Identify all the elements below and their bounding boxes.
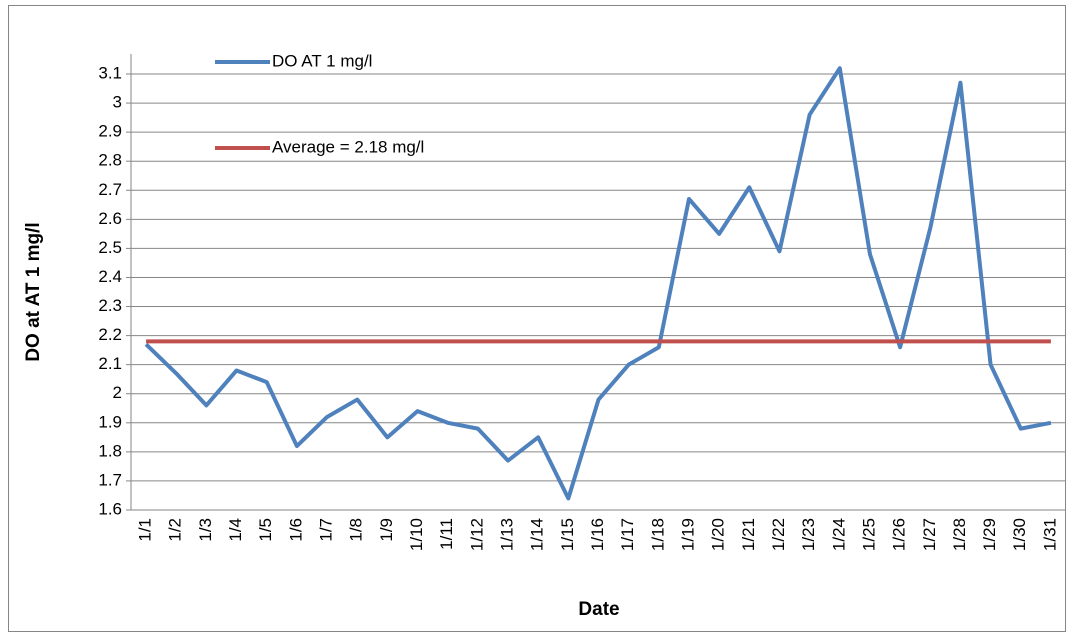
x-tick-label: 1/29 — [980, 518, 999, 551]
y-tick-label: 2.8 — [98, 151, 122, 170]
x-tick-label: 1/10 — [407, 518, 426, 551]
x-axis-title: Date — [578, 599, 619, 620]
y-tick-label: 3 — [113, 93, 122, 112]
x-tick-label: 1/23 — [799, 518, 818, 551]
y-tick-label: 3.1 — [98, 63, 122, 82]
y-tick-label: 1.7 — [98, 470, 122, 489]
x-tick-label: 1/30 — [1010, 518, 1029, 551]
x-tick-label: 1/14 — [528, 518, 547, 551]
y-tick-label: 1.8 — [98, 441, 122, 460]
y-tick-label: 2.1 — [98, 354, 122, 373]
x-tick-label: 1/8 — [347, 518, 366, 542]
x-tick-label: 1/28 — [950, 518, 969, 551]
y-tick-label: 2.2 — [98, 325, 122, 344]
y-tick-label: 2.5 — [98, 238, 122, 257]
x-tick-label: 1/6 — [286, 518, 305, 542]
y-tick-label: 1.6 — [98, 499, 122, 518]
data-line — [144, 66, 1052, 501]
x-tick-label: 1/22 — [769, 518, 788, 551]
y-axis-title: DO at AT 1 mg/l — [23, 222, 44, 361]
x-tick-label: 1/31 — [1040, 518, 1059, 551]
x-tick-label: 1/17 — [618, 518, 637, 551]
x-tick-label: 1/15 — [558, 518, 577, 551]
x-tick-label: 1/7 — [317, 518, 336, 542]
x-tick-label: 1/2 — [166, 518, 185, 542]
y-tick-label: 2.9 — [98, 122, 122, 141]
x-tick-label: 1/18 — [648, 518, 667, 551]
x-tick-label: 1/13 — [498, 518, 517, 551]
y-tick-label: 2.4 — [98, 267, 122, 286]
y-tick-label: 2.7 — [98, 180, 122, 199]
x-tick-label: 1/26 — [890, 518, 909, 551]
x-tick-label: 1/27 — [920, 518, 939, 551]
y-tick-label: 2 — [113, 383, 122, 402]
y-tick-label: 2.6 — [98, 209, 122, 228]
legend-label: Average = 2.18 mg/l — [272, 137, 424, 156]
x-tick-label: 1/12 — [467, 518, 486, 551]
x-tick-label: 1/16 — [588, 518, 607, 551]
x-tick-label: 1/4 — [226, 518, 245, 542]
y-tick-label: 1.9 — [98, 412, 122, 431]
x-tick-label: 1/20 — [709, 518, 728, 551]
x-tick-label: 1/9 — [377, 518, 396, 542]
x-tick-label: 1/19 — [678, 518, 697, 551]
x-tick-label: 1/1 — [136, 518, 155, 542]
legend-label: DO AT 1 mg/l — [272, 51, 372, 70]
x-tick-label: 1/3 — [196, 518, 215, 542]
y-tick-label: 2.3 — [98, 296, 122, 315]
x-tick-label: 1/11 — [437, 518, 456, 550]
x-tick-label: 1/24 — [829, 518, 848, 551]
x-tick-label: 1/21 — [739, 518, 758, 551]
x-tick-label: 1/25 — [859, 518, 878, 551]
x-tick-label: 1/5 — [256, 518, 275, 542]
